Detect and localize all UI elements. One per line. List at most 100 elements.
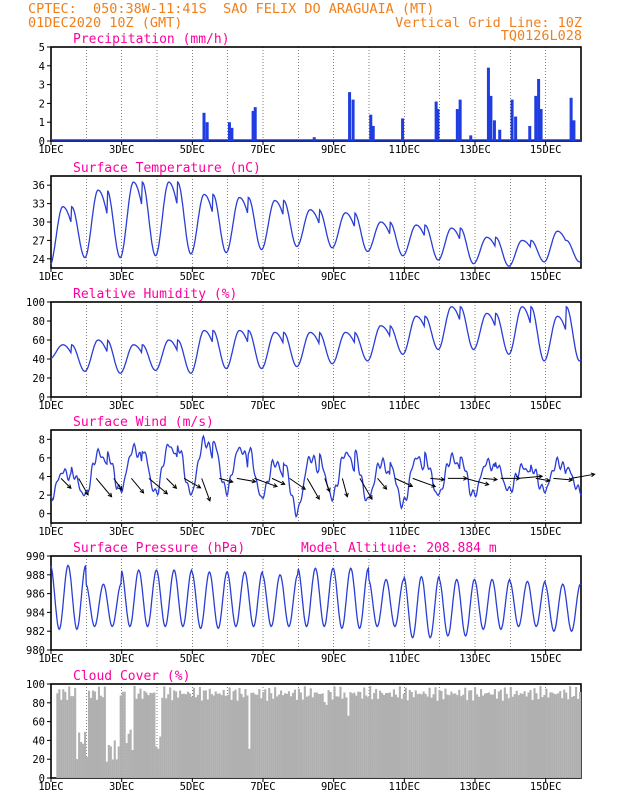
humidity-xtick-label: 3DEC [109, 400, 134, 412]
cloud-bar [317, 693, 320, 778]
cloud-bar [371, 699, 374, 778]
cloud-bar [478, 696, 481, 778]
cloud-bar [157, 748, 160, 778]
humidity-ytick-label: 0 [39, 392, 45, 404]
wind-vector-head [228, 478, 234, 484]
cloud-bar [248, 748, 251, 778]
wind-xtick-label: 3DEC [109, 526, 134, 538]
temperature-title: Surface Temperature (nC) [73, 161, 261, 176]
cloud-bar [523, 691, 526, 778]
wind-vector [271, 477, 285, 485]
precipitation-xtick-label: 13DEC [459, 144, 491, 156]
cloud-bar [329, 692, 332, 778]
cloud-bar [206, 699, 209, 778]
temperature-xtick-label: 9DEC [321, 271, 346, 283]
cloud-bar [137, 693, 140, 778]
wind-vector-head [568, 477, 574, 483]
cloud-bar [377, 698, 380, 778]
cloud-bar [84, 731, 87, 778]
precipitation-xtick-label: 7DEC [250, 144, 275, 156]
wind-vector-head [206, 496, 211, 502]
cloud-bar [497, 691, 500, 778]
cloud-bar [325, 704, 328, 778]
humidity-ytick-label: 20 [32, 373, 45, 385]
cloud-bar [242, 697, 245, 778]
cloud-bar [569, 686, 572, 778]
temperature-xtick-label: 15DEC [530, 271, 562, 283]
temperature-series-line [50, 180, 582, 267]
cloud-bar [89, 697, 93, 778]
cloud-bar [367, 697, 370, 778]
wind-vector [535, 477, 550, 482]
temperature-xtick-label: 11DEC [389, 271, 421, 283]
cloud-bar [87, 690, 91, 778]
cloud-bar [127, 733, 130, 778]
wind-vector-head [107, 492, 113, 498]
wind-xtick-label: 7DEC [250, 526, 275, 538]
cloud-bar [575, 686, 578, 778]
cloud-bar [301, 699, 304, 778]
cloud-bar [454, 693, 457, 778]
cloud-bar [80, 741, 83, 778]
cloud-bar [60, 699, 63, 778]
temperature-ytick-label: 30 [32, 217, 45, 229]
cloud-bar [359, 691, 362, 778]
cloud-bar [107, 745, 110, 778]
wind-vector [483, 477, 498, 481]
cloud-bar [404, 687, 407, 778]
cloud-bar [418, 693, 421, 778]
precip-bar [572, 120, 576, 141]
wind-vector [254, 477, 278, 488]
cloud-bar [216, 693, 219, 778]
wind-vector [359, 478, 373, 500]
humidity-xtick-label: 11DEC [389, 400, 421, 412]
cloud-bar [131, 749, 134, 778]
wind-vector [324, 478, 331, 492]
cloud-bar [256, 694, 259, 778]
wind-vector-head [408, 482, 414, 488]
cloud-bar [416, 694, 419, 778]
wind-title: Surface Wind (m/s) [73, 415, 214, 430]
cloud-bar [571, 696, 574, 778]
cloud-bar [406, 700, 409, 778]
wind-vector-head [163, 489, 169, 495]
humidity-xtick-label: 1DEC [38, 400, 63, 412]
cloud-bar [230, 699, 233, 778]
wind-vector [183, 477, 201, 489]
cloud-bar [351, 693, 354, 778]
cloud-bar [474, 687, 477, 778]
cloud-bar [567, 699, 570, 778]
cloud-bar [507, 698, 510, 778]
cloud-bar [208, 688, 211, 778]
precipitation-ytick-label: 0 [39, 136, 45, 148]
precip-bar [458, 99, 462, 141]
wind-vector-head [545, 477, 551, 483]
cloud-bar [268, 687, 271, 778]
cloud-bar [384, 692, 388, 778]
cloud-bar [282, 695, 285, 778]
wind-vector-head [139, 488, 145, 494]
cloud-bar [123, 691, 126, 778]
pressure-ytick-label: 988 [26, 570, 45, 582]
cloud-bar [72, 696, 75, 778]
cloud-bar [345, 697, 348, 778]
cloud-bar [78, 732, 81, 778]
cloud-bar [444, 688, 447, 778]
cloud-bar [343, 692, 346, 778]
cloud-bar [135, 698, 138, 778]
cloud-bar [153, 692, 156, 778]
cloud-bar [232, 691, 235, 778]
cloud-bar [381, 692, 384, 778]
precipitation-ytick-label: 5 [39, 42, 45, 54]
cloud-bar [95, 699, 98, 778]
cloud-bar [284, 693, 287, 778]
cloud-bar [386, 693, 390, 778]
cloud-bar [452, 693, 455, 778]
cloud-bar [244, 688, 247, 778]
precipitation-ytick-label: 2 [39, 98, 45, 110]
wind-vector-head [84, 490, 89, 496]
precip-bar [537, 78, 541, 141]
cloud-bar [177, 697, 180, 778]
wind-vector [465, 477, 489, 486]
cloud-bar [450, 691, 453, 778]
